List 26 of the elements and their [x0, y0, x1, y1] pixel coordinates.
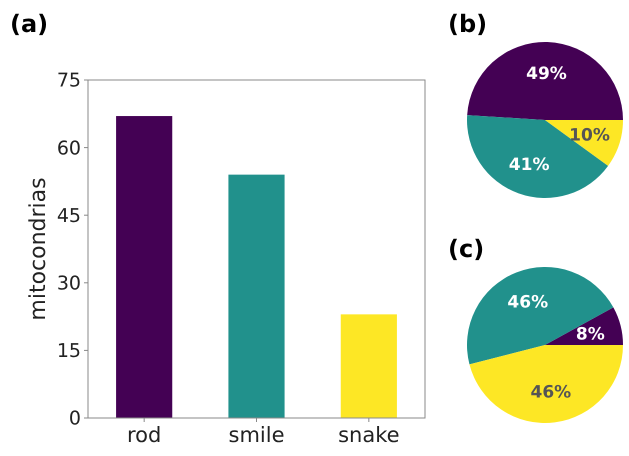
- x-tick-label: rod: [126, 423, 162, 447]
- data-label: 41%: [508, 154, 550, 175]
- pie-slice: [467, 267, 614, 364]
- pie-slice: [469, 345, 623, 423]
- y-tick-label: 45: [56, 204, 81, 227]
- bar: [116, 116, 172, 418]
- y-tick-label: 15: [56, 340, 81, 362]
- data-label: 49%: [526, 64, 567, 84]
- chart-title: (a): [10, 10, 48, 38]
- x-tick-label: smile: [228, 423, 284, 447]
- bar: [228, 174, 285, 418]
- data-label: 10%: [569, 125, 610, 146]
- data-label: 46%: [507, 292, 548, 312]
- x-tick-label: snake: [338, 423, 400, 447]
- data-label: 8%: [576, 324, 605, 344]
- y-tick-label: 0: [68, 408, 81, 430]
- chart-title: (b): [448, 10, 488, 38]
- y-tick-label: 75: [56, 70, 81, 92]
- y-tick-label: 30: [56, 272, 81, 294]
- pie-slice: [467, 115, 608, 198]
- y-axis-title: mitocondrias: [26, 177, 51, 321]
- y-tick-label: 60: [56, 137, 81, 160]
- pie-slice: [467, 42, 623, 120]
- chart-title: (c): [448, 235, 484, 263]
- bar: [340, 314, 397, 418]
- data-label: 46%: [530, 382, 572, 402]
